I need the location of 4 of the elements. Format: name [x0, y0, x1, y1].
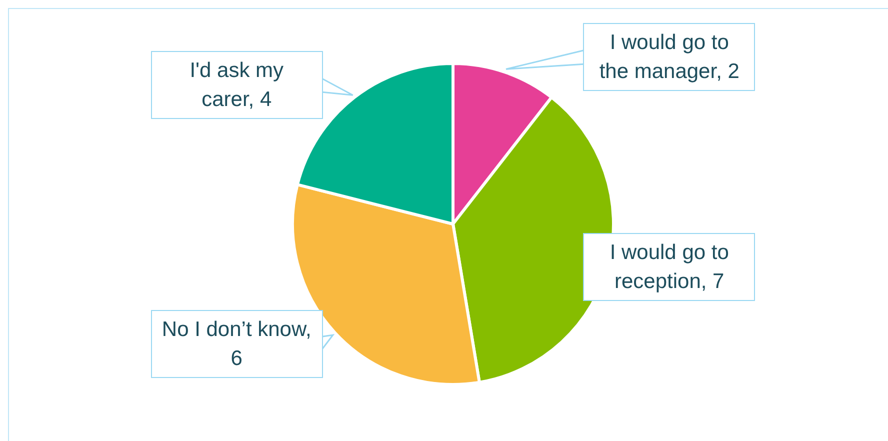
- callout-box: I would go to the manager, 2: [583, 23, 756, 92]
- callout-box: No I don’t know, 6: [150, 310, 323, 378]
- callout-box: I'd ask my carer, 4: [150, 50, 323, 119]
- callout-box: I would go to reception, 7: [583, 233, 756, 302]
